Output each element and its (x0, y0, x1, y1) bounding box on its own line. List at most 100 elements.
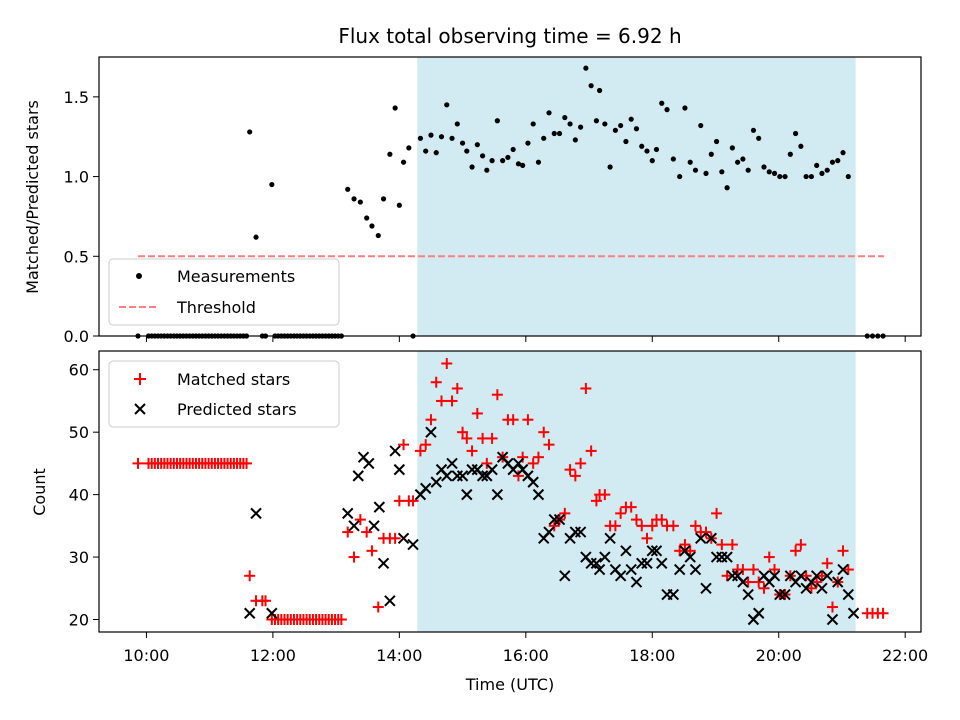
measurements-point (840, 150, 846, 156)
predicted-stars-point (667, 588, 680, 601)
bottom-panel: 20 30 40 50 60 10:00 12:00 14:00 16:00 18:00 20:0… (30, 350, 928, 694)
matched-stars-point (590, 495, 602, 507)
predicted-stars-point (368, 520, 380, 532)
measurements-point (670, 156, 676, 162)
predicted-stars-point (377, 557, 390, 570)
matched-stars-point (393, 495, 405, 507)
matched-stars-point (527, 457, 539, 469)
matched-stars-point (461, 432, 473, 444)
predicted-stars-point (810, 570, 823, 582)
top-ytick-label: 0.5 (64, 247, 89, 266)
predicted-stars-point (352, 470, 364, 482)
matched-stars-point (753, 576, 765, 588)
chart-title: Flux total observing time = 6.92 h (338, 24, 681, 48)
measurements-point (387, 151, 393, 157)
matched-stars-point (457, 426, 469, 438)
matched-stars-point (689, 520, 701, 532)
matched-stars-point (517, 451, 529, 463)
matched-stars-point (366, 545, 378, 557)
matched-stars-point (398, 439, 410, 451)
matched-stars-point (599, 489, 611, 501)
measurements-point (364, 215, 370, 221)
predicted-stars-point (826, 613, 839, 626)
matched-stars-point (543, 439, 555, 451)
measurements-point (505, 154, 511, 161)
bottom-observing-interval (417, 351, 856, 632)
matched-stars-point (414, 445, 426, 457)
matched-stars-point (585, 445, 597, 457)
measurements-point (546, 110, 552, 116)
measurements-point (406, 145, 412, 151)
measurements-point (583, 65, 589, 71)
predicted-stars-point (705, 532, 717, 545)
measurements-point (269, 181, 275, 188)
predicted-stars-point (630, 576, 643, 588)
measurements-point (677, 173, 683, 180)
matched-stars-point (716, 539, 728, 551)
top-ytick-label: 0.0 (64, 327, 89, 346)
measurements-point (530, 121, 536, 127)
predicted-stars-point (620, 545, 632, 557)
measurements-point (417, 135, 424, 141)
measurements-point (375, 232, 381, 239)
predicted-stars-point (768, 570, 781, 582)
xtick-label: 16:00 (503, 646, 549, 665)
predicted-stars-point (795, 570, 807, 582)
predicted-stars-point (842, 588, 854, 601)
xtick-label: 12:00 (250, 646, 296, 665)
bot-ytick-label: 50 (69, 423, 89, 442)
xtick-label: 10:00 (123, 646, 169, 665)
predicted-stars-point (599, 551, 611, 563)
predicted-stars-point (656, 557, 668, 570)
predicted-stars-point (491, 488, 504, 501)
legend-threshold-label: Threshold (176, 298, 256, 317)
matched-stars-point (486, 432, 498, 444)
top-ytick-label: 1.0 (64, 168, 89, 187)
predicted-stars-point (243, 607, 256, 619)
top-ytick-label: 1.5 (64, 88, 89, 107)
predicted-stars-point (348, 520, 360, 532)
matched-stars-point (132, 457, 144, 469)
predicted-stars-point (837, 563, 849, 576)
matched-stars-point (609, 520, 621, 532)
measurements-point (771, 170, 778, 176)
matched-stars-point (763, 551, 775, 563)
matched-stars-point (441, 357, 453, 369)
predicted-stars-point (684, 551, 696, 563)
measurements-point (607, 164, 613, 170)
measurements-point (713, 138, 720, 145)
predicted-stars-point (425, 426, 437, 438)
measurements-point (750, 127, 757, 133)
matched-stars-point (548, 520, 560, 532)
predicted-stars-point (700, 582, 712, 594)
measurements-point (444, 102, 450, 108)
matched-stars-point (769, 564, 781, 576)
predicted-stars-point (847, 607, 860, 619)
measurements-point (814, 162, 820, 169)
matched-stars-point (679, 539, 691, 551)
matched-stars-point (758, 582, 770, 594)
measurements-point (459, 140, 466, 146)
measurements-point (808, 173, 815, 180)
matched-stars-point (674, 545, 686, 557)
measurements-point (551, 130, 557, 137)
predicted-stars-point (695, 532, 707, 545)
legend-matched-label: Matched stars (177, 370, 290, 389)
top-legend-box (108, 258, 340, 326)
measurements-point (792, 130, 799, 137)
measurements-point (692, 167, 699, 173)
matched-stars-point (837, 545, 849, 557)
matched-stars-point (811, 576, 823, 588)
top-y-axis-label: Matched/Predicted stars (23, 100, 42, 294)
measurements-point (829, 159, 836, 165)
matched-stars-point (430, 376, 442, 388)
predicted-stars-point (543, 526, 555, 538)
matched-stars-point (335, 614, 347, 626)
measurements-point (735, 159, 741, 165)
matched-stars-point (436, 395, 447, 407)
predicted-stars-point (527, 476, 539, 488)
predicted-stars-point (430, 476, 442, 488)
predicted-stars-point (689, 563, 702, 576)
predicted-stars-point (742, 588, 754, 601)
matched-stars-point (615, 507, 627, 519)
